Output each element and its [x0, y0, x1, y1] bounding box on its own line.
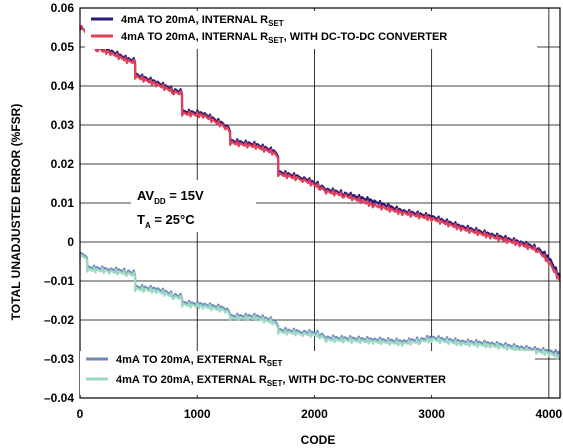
- legend-background: [80, 351, 535, 395]
- x-axis-label: CODE: [301, 433, 336, 447]
- y-tick-label: 0.05: [51, 40, 75, 54]
- y-tick-label: 0.06: [51, 1, 75, 15]
- series-line-2: [79, 25, 562, 282]
- legend-entry: 4mA TO 20mA, INTERNAL RSET: [121, 14, 284, 28]
- y-tick-label: –0.02: [44, 313, 74, 327]
- x-tick-label: 0: [77, 407, 84, 421]
- legend-top: 4mA TO 20mA, INTERNAL RSET 4mA TO 20mA, I…: [85, 11, 537, 49]
- x-tick-label: 1000: [184, 407, 211, 421]
- tick-labels: 0.06 0.05 0.04 0.03 0.02 0.01 0 –0.01 –0.02 –0.03…: [44, 1, 563, 421]
- annotation-line-2: TA = 25°C: [137, 212, 195, 230]
- y-axis-label: TOTAL UNADJUSTED ERROR (%FSR): [9, 104, 23, 321]
- y-tick-label: –0.04: [44, 391, 74, 405]
- y-tick-label: –0.03: [44, 352, 74, 366]
- legend-entry: 4mA TO 20mA, EXTERNAL RSET, WITH DC-TO-D…: [116, 374, 446, 388]
- y-tick-label: 0.04: [51, 79, 75, 93]
- x-tick-label: 3000: [418, 407, 445, 421]
- annotation-background: [131, 180, 256, 232]
- series-line-4: [79, 254, 561, 360]
- y-tick-label: 0.01: [51, 196, 75, 210]
- series-line-3: [79, 252, 561, 357]
- x-tick-label: 2000: [301, 407, 328, 421]
- series-group: [79, 25, 562, 360]
- plot-frame: [79, 7, 561, 399]
- legend-entry: 4mA TO 20mA, INTERNAL RSET, WITH DC-TO-D…: [121, 31, 447, 45]
- y-tick-label: –0.01: [44, 274, 74, 288]
- x-tick-label: 4000: [536, 407, 563, 421]
- legend-background: [85, 11, 537, 49]
- y-tick-label: 0.03: [51, 118, 75, 132]
- legend-entry: 4mA TO 20mA, EXTERNAL RSET: [116, 354, 282, 368]
- series-line-1: [79, 26, 562, 278]
- y-tick-label: 0.02: [51, 157, 75, 171]
- y-tick-label: 0: [67, 235, 74, 249]
- legend-bottom: 4mA TO 20mA, EXTERNAL RSET 4mA TO 20mA, E…: [80, 351, 535, 395]
- conditions-annotation: AVDD = 15V TA = 25°C: [131, 180, 256, 232]
- annotation-line-1: AVDD = 15V: [137, 188, 204, 206]
